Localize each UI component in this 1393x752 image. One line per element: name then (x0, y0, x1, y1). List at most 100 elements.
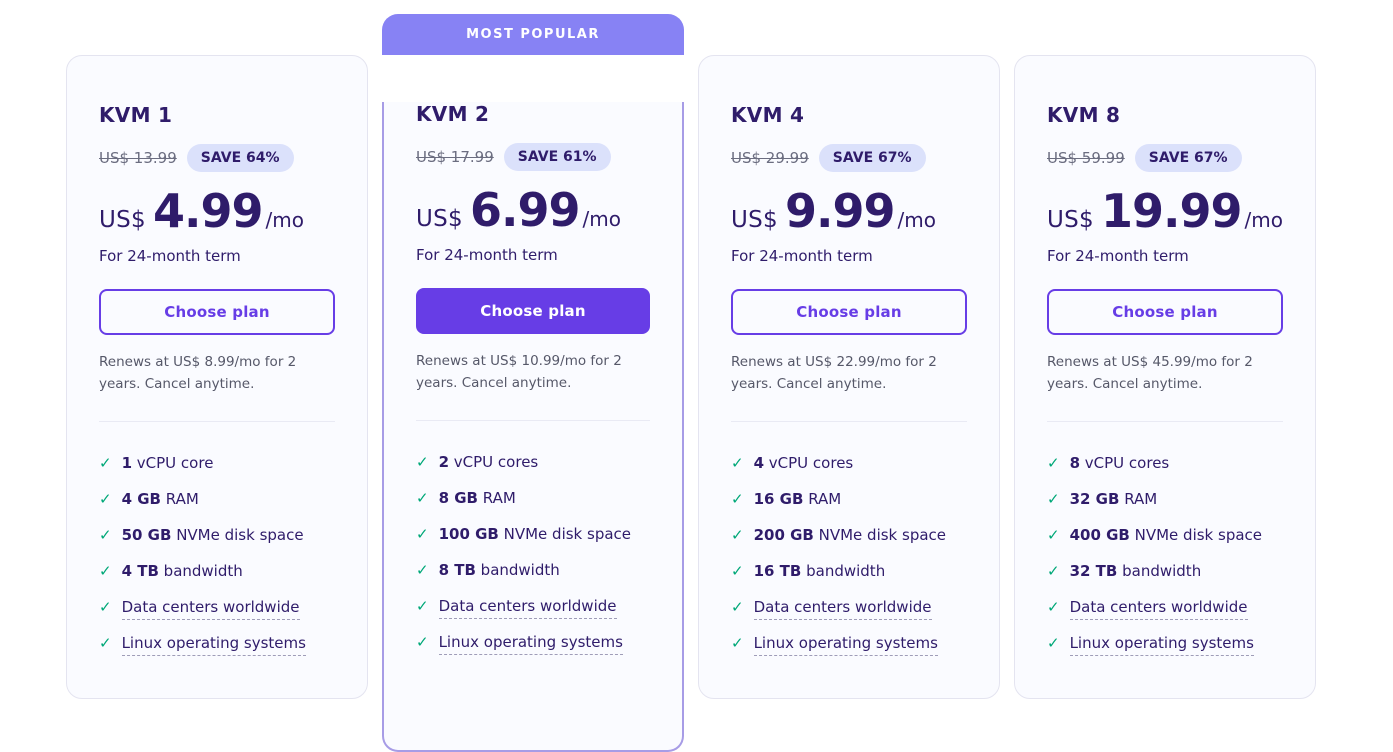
save-badge: SAVE 61% (503, 143, 611, 171)
plan-card-body: KVM 2 US$ 17.99 SAVE 61% US$ 6.99 /mo Fo… (382, 102, 684, 752)
term-label: For 24-month term (99, 247, 241, 265)
main-price: US$ 19.99 /mo (1047, 184, 1283, 238)
choose-plan-button[interactable]: Choose plan (1047, 289, 1283, 335)
plan-card-body: KVM 8 US$ 59.99 SAVE 67% US$ 19.99 /mo F… (1014, 55, 1316, 699)
feature-item: ✓ 100 GB NVMe disk space (416, 524, 650, 545)
check-icon: ✓ (99, 454, 112, 473)
check-icon: ✓ (1047, 634, 1060, 653)
feature-item: ✓ 50 GB NVMe disk space (99, 525, 335, 546)
plan-name: KVM 8 (1047, 103, 1121, 127)
price-period: /mo (897, 208, 936, 232)
price-currency: US$ (416, 206, 463, 232)
price-period: /mo (1244, 208, 1283, 232)
feature-label: 2 vCPU cores (439, 452, 539, 473)
feature-value: 50 GB (121, 526, 172, 545)
price-amount: 19.99 (1100, 184, 1243, 238)
plan-card: MOST POPULAR KVM 1 US$ 13.99 SAVE 64% US… (66, 14, 368, 699)
feature-value: 2 (438, 453, 450, 472)
feature-text[interactable]: Linux operating systems (753, 634, 938, 657)
feature-label: Data centers worldwide (1069, 597, 1248, 621)
feature-text[interactable]: Data centers worldwide (121, 598, 300, 621)
feature-value: 32 TB (1069, 562, 1118, 581)
feature-label: Linux operating systems (121, 633, 306, 657)
feature-value: 8 TB (438, 561, 476, 580)
feature-item: ✓ Linux operating systems (99, 633, 335, 657)
check-icon: ✓ (99, 562, 112, 581)
old-price: US$ 29.99 (731, 149, 809, 167)
feature-value: 16 GB (753, 490, 804, 509)
check-icon: ✓ (1047, 598, 1060, 617)
price-amount: 4.99 (152, 184, 263, 238)
feature-item: ✓ 16 TB bandwidth (731, 561, 967, 582)
choose-plan-button[interactable]: Choose plan (99, 289, 335, 335)
price-amount: 6.99 (469, 183, 580, 237)
check-icon: ✓ (731, 634, 744, 653)
feature-label: 400 GB NVMe disk space (1070, 525, 1262, 546)
feature-item: ✓ Linux operating systems (416, 632, 650, 656)
check-icon: ✓ (99, 598, 112, 617)
feature-text: NVMe disk space (1129, 526, 1263, 545)
feature-label: 1 vCPU core (122, 453, 214, 474)
feature-label: 50 GB NVMe disk space (122, 525, 304, 546)
check-icon: ✓ (416, 633, 429, 652)
feature-text[interactable]: Linux operating systems (438, 633, 623, 656)
feature-label: 8 vCPU cores (1070, 453, 1170, 474)
feature-item: ✓ 4 vCPU cores (731, 453, 967, 474)
check-icon: ✓ (731, 598, 744, 617)
feature-text[interactable]: Data centers worldwide (1069, 598, 1248, 621)
feature-label: Data centers worldwide (438, 596, 617, 620)
choose-plan-button[interactable]: Choose plan (416, 288, 650, 334)
renewal-note: Renews at US$ 45.99/mo for 2 years. Canc… (1047, 354, 1253, 392)
feature-item: ✓ 2 vCPU cores (416, 452, 650, 473)
feature-text: NVMe disk space (498, 525, 632, 544)
renewal-note: Renews at US$ 10.99/mo for 2 years. Canc… (416, 353, 622, 391)
old-price: US$ 59.99 (1047, 149, 1125, 167)
feature-value: 32 GB (1069, 490, 1120, 509)
feature-label: 16 GB RAM (754, 489, 842, 510)
feature-text: vCPU core (132, 454, 214, 473)
divider (731, 421, 967, 423)
feature-text: NVMe disk space (813, 526, 947, 545)
feature-item: ✓ Data centers worldwide (731, 597, 967, 621)
feature-text: NVMe disk space (171, 526, 304, 545)
feature-text: vCPU cores (1080, 454, 1170, 473)
feature-text: RAM (160, 490, 199, 509)
feature-label: 8 TB bandwidth (439, 560, 560, 581)
check-icon: ✓ (99, 490, 112, 509)
divider (416, 420, 650, 422)
feature-item: ✓ 8 GB RAM (416, 488, 650, 509)
feature-item: ✓ 4 TB bandwidth (99, 561, 335, 582)
choose-plan-button[interactable]: Choose plan (731, 289, 967, 335)
check-icon: ✓ (416, 525, 429, 544)
discount-row: US$ 29.99 SAVE 67% (731, 144, 967, 172)
pricing-grid: MOST POPULAR KVM 1 US$ 13.99 SAVE 64% US… (66, 14, 1316, 752)
feature-item: ✓ Linux operating systems (731, 633, 967, 657)
check-icon: ✓ (416, 489, 429, 508)
feature-label: 4 vCPU cores (754, 453, 854, 474)
feature-list: ✓ 8 vCPU cores ✓ 32 GB RAM ✓ 400 GB NVMe… (1047, 453, 1283, 657)
feature-item: ✓ 8 vCPU cores (1047, 453, 1283, 474)
feature-value: 8 (1069, 454, 1081, 473)
feature-value: 200 GB (753, 526, 814, 545)
term-label: For 24-month term (1047, 247, 1189, 265)
plan-card: MOST POPULAR KVM 4 US$ 29.99 SAVE 67% US… (698, 14, 1000, 699)
feature-text: RAM (477, 489, 516, 508)
feature-item: ✓ 32 TB bandwidth (1047, 561, 1283, 582)
save-badge: SAVE 67% (818, 144, 926, 172)
check-icon: ✓ (416, 561, 429, 580)
feature-label: Data centers worldwide (753, 597, 932, 621)
feature-text[interactable]: Linux operating systems (1069, 634, 1254, 657)
feature-value: 1 (121, 454, 133, 473)
feature-text[interactable]: Linux operating systems (121, 634, 306, 657)
plan-name: KVM 4 (731, 103, 805, 127)
price-amount: 9.99 (784, 184, 895, 238)
feature-text[interactable]: Data centers worldwide (438, 597, 617, 620)
price-currency: US$ (731, 207, 778, 233)
price-currency: US$ (1047, 207, 1094, 233)
feature-text[interactable]: Data centers worldwide (753, 598, 932, 621)
feature-item: ✓ Data centers worldwide (99, 597, 335, 621)
check-icon: ✓ (1047, 454, 1060, 473)
feature-label: 32 TB bandwidth (1070, 561, 1202, 582)
main-price: US$ 9.99 /mo (731, 184, 967, 238)
discount-row: US$ 17.99 SAVE 61% (416, 143, 650, 171)
